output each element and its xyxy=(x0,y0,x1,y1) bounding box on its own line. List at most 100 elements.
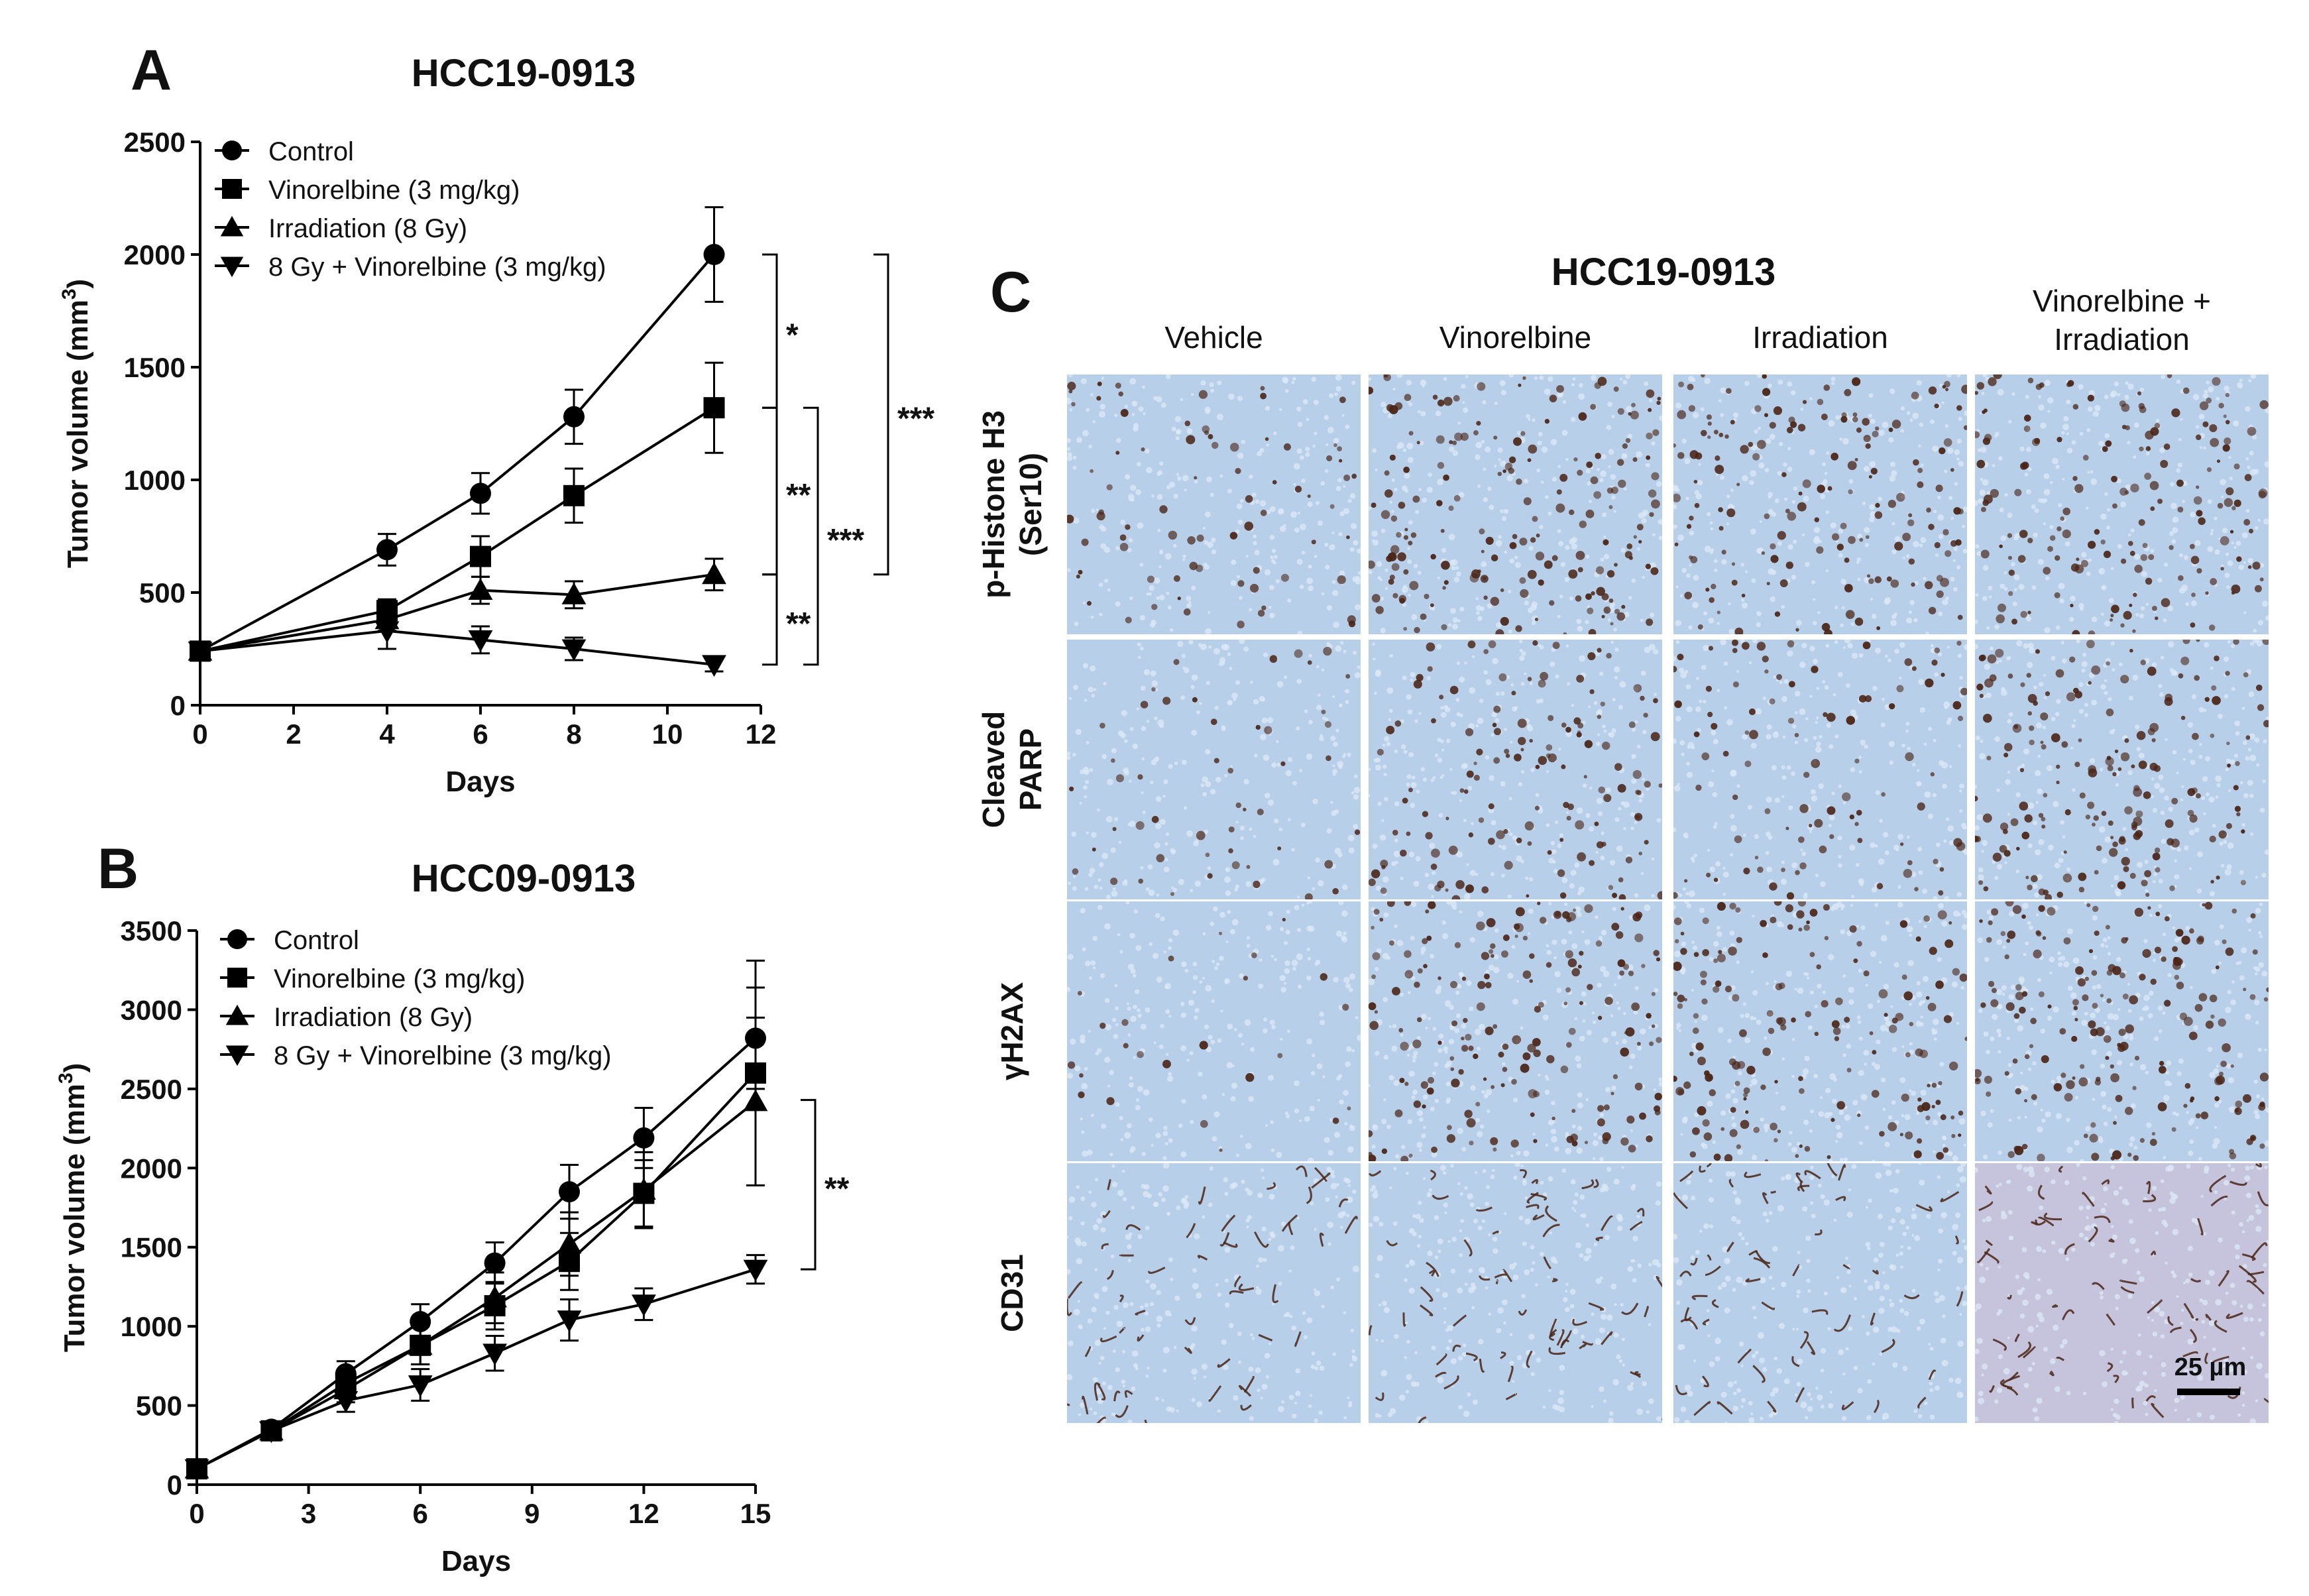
stained-nucleus xyxy=(1708,1076,1712,1080)
cell-texture xyxy=(1169,628,1174,632)
cell-texture xyxy=(2085,506,2089,510)
significance-label: *** xyxy=(827,523,864,558)
cell-texture xyxy=(2085,1125,2091,1132)
cell-texture xyxy=(2030,1007,2034,1011)
cell-texture xyxy=(1090,665,1096,672)
cell-texture xyxy=(1650,612,1655,618)
stained-nucleus xyxy=(1502,469,1506,473)
cell-texture xyxy=(1192,962,1198,967)
x-tick-label: 9 xyxy=(524,1498,539,1529)
cell-texture xyxy=(2080,1159,2084,1161)
cell-texture xyxy=(2060,956,2066,961)
stained-nucleus xyxy=(2172,946,2178,952)
cell-texture xyxy=(1611,1085,1616,1091)
cell-texture xyxy=(1149,942,1153,946)
stained-nucleus xyxy=(1944,939,1954,948)
cell-texture xyxy=(2078,602,2084,608)
cell-texture xyxy=(1088,872,1093,878)
cell-texture xyxy=(1710,527,1714,531)
cell-texture xyxy=(1781,775,1787,780)
cell-texture xyxy=(2058,858,2064,864)
cell-texture xyxy=(1686,706,1693,712)
cell-texture xyxy=(1351,1049,1355,1053)
cell-texture xyxy=(1284,960,1290,966)
cell-texture xyxy=(1477,616,1483,622)
cell-texture xyxy=(1538,1073,1541,1077)
cell-texture xyxy=(2248,379,2252,383)
cell-texture xyxy=(2103,1021,2107,1025)
cell-texture xyxy=(1645,463,1648,467)
cell-texture xyxy=(1874,903,1879,907)
cell-texture xyxy=(2120,501,2127,508)
stained-nucleus xyxy=(1983,886,1989,891)
cell-texture xyxy=(1559,833,1563,838)
cell-texture xyxy=(1902,556,1905,559)
cell-texture xyxy=(1623,611,1630,618)
cell-texture xyxy=(2003,587,2008,591)
cell-texture xyxy=(2049,971,2053,975)
cell-texture xyxy=(2250,832,2254,836)
stained-nucleus xyxy=(1809,909,1818,917)
cell-texture xyxy=(2227,560,2233,567)
stained-nucleus xyxy=(2074,484,2084,493)
cell-texture xyxy=(1292,966,1297,971)
cell-texture xyxy=(1551,939,1557,945)
cell-texture xyxy=(1178,879,1184,885)
cell-texture xyxy=(1620,547,1626,553)
stained-nucleus xyxy=(1899,920,1908,928)
cell-texture xyxy=(2127,1009,2132,1013)
cell-texture xyxy=(1686,771,1693,778)
stained-nucleus xyxy=(1863,970,1870,977)
cell-texture xyxy=(1182,558,1186,561)
stained-nucleus xyxy=(2110,836,2114,840)
cell-texture xyxy=(2127,383,2134,390)
cell-texture xyxy=(1492,657,1499,665)
cell-texture xyxy=(2157,904,2163,909)
cell-texture xyxy=(2243,561,2246,564)
stained-nucleus xyxy=(1927,1002,1937,1011)
stained-nucleus xyxy=(1490,597,1500,606)
cell-texture xyxy=(2091,616,2098,622)
cell-texture xyxy=(1182,554,1186,559)
stained-nucleus xyxy=(1952,701,1962,710)
cell-texture xyxy=(1765,831,1771,837)
cell-texture xyxy=(1067,953,1074,960)
cell-texture xyxy=(1918,444,1921,448)
stained-nucleus xyxy=(1643,712,1648,718)
stained-nucleus xyxy=(2249,528,2254,534)
stained-nucleus xyxy=(1683,1081,1691,1089)
cell-texture xyxy=(1335,931,1343,937)
cell-texture xyxy=(1315,959,1321,965)
stained-nucleus xyxy=(1794,732,1799,738)
cell-texture xyxy=(1104,1056,1111,1063)
stained-nucleus xyxy=(1656,957,1661,962)
stained-nucleus xyxy=(1523,497,1532,506)
cell-texture xyxy=(1869,504,1875,510)
cell-texture xyxy=(1322,716,1326,720)
stained-nucleus xyxy=(1408,787,1413,793)
cell-texture xyxy=(1797,988,1804,994)
stained-nucleus xyxy=(1338,459,1343,463)
cell-texture xyxy=(1287,757,1293,762)
stained-nucleus xyxy=(1802,400,1807,404)
cell-texture xyxy=(1091,832,1097,838)
cell-texture xyxy=(1713,738,1718,744)
cell-texture xyxy=(1343,976,1350,984)
cell-texture xyxy=(1620,801,1625,806)
stained-nucleus xyxy=(1795,628,1799,632)
cell-texture xyxy=(1932,1019,1939,1025)
stained-nucleus xyxy=(1625,856,1633,864)
cell-texture xyxy=(1817,984,1822,989)
cell-texture xyxy=(1153,1041,1156,1045)
stained-nucleus xyxy=(1795,870,1800,876)
stained-nucleus xyxy=(2129,648,2133,653)
cell-texture xyxy=(1694,1112,1699,1117)
stained-nucleus xyxy=(1732,681,1739,688)
cell-texture xyxy=(1918,679,1925,685)
cell-texture xyxy=(1871,887,1878,893)
cell-texture xyxy=(1927,813,1934,819)
cell-texture xyxy=(1249,474,1253,479)
cell-texture xyxy=(1304,1115,1310,1122)
y-tick-label: 3000 xyxy=(121,994,182,1025)
stained-nucleus xyxy=(1389,575,1395,581)
